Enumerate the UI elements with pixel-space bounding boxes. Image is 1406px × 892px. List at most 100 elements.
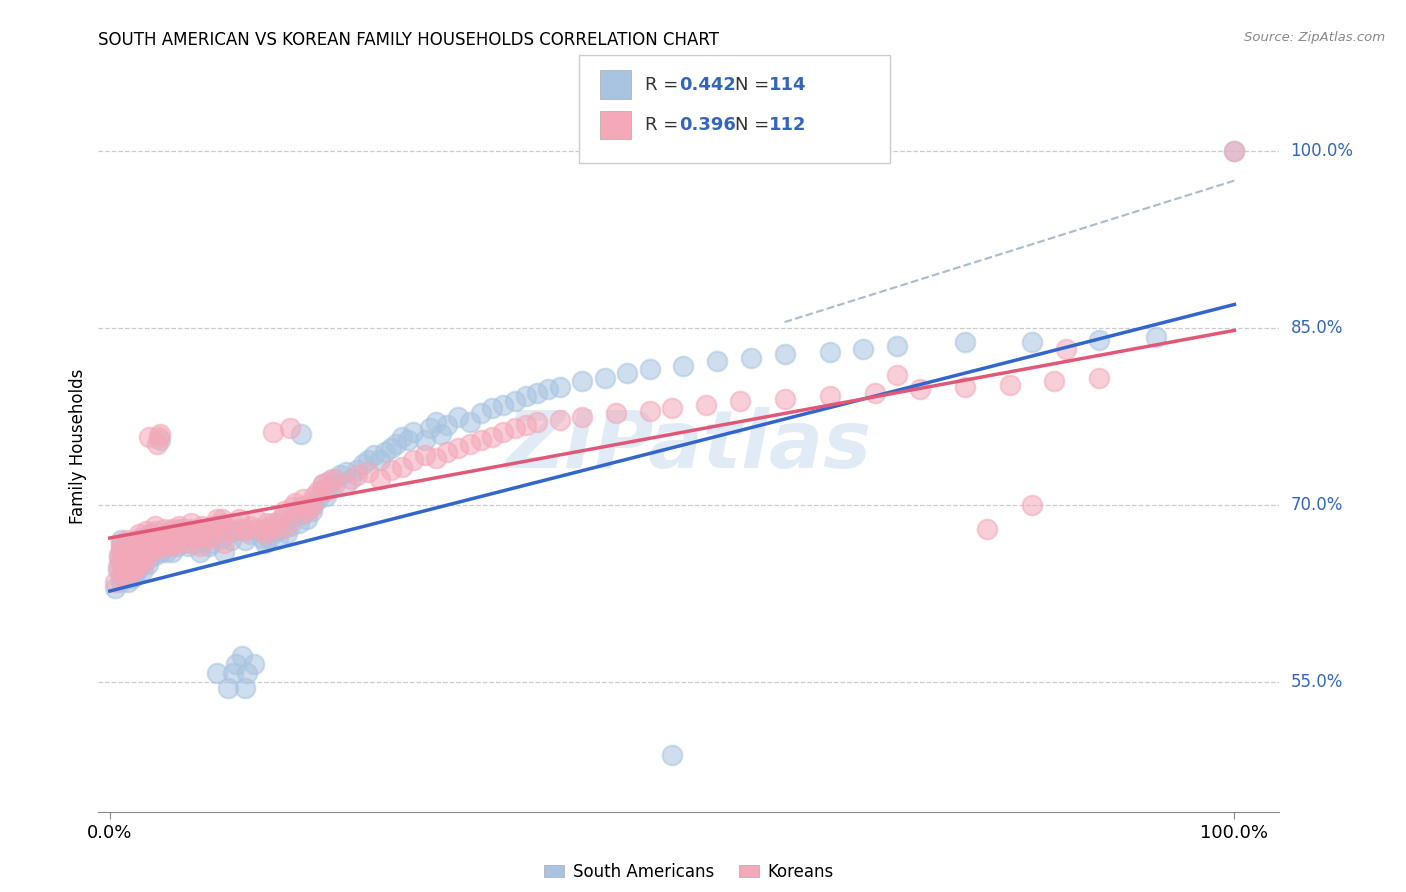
Point [172,531,194,545]
Point [346,468,368,483]
Point [233,681,256,695]
Point [136,548,159,562]
Point [222,516,245,530]
Point [312,476,335,491]
Point [402,453,425,467]
Point [329,468,352,483]
Point [318,475,340,489]
Point [287,516,309,530]
Point [183,531,205,545]
Point [295,504,318,518]
Point [160,545,183,559]
Point [191,519,214,533]
Point [121,571,143,585]
Point [281,509,304,524]
Point [128,527,150,541]
Point [264,516,287,530]
Point [290,500,312,515]
Point [503,394,526,409]
Point [132,563,155,577]
Point [197,539,219,553]
Point [150,545,173,559]
Point [125,545,148,559]
Point [124,557,146,571]
Text: ZIPatlas: ZIPatlas [506,407,872,485]
Point [143,519,166,533]
Point [110,555,132,569]
Point [125,539,148,553]
Point [157,535,180,549]
Point [172,535,194,549]
Point [121,557,143,571]
Point [430,427,453,442]
Legend: South Americans, Koreans: South Americans, Koreans [537,856,841,888]
Point [138,542,160,557]
Point [270,512,292,526]
Point [211,531,233,545]
Point [135,524,157,538]
Point [374,445,396,459]
Point [194,531,217,545]
Point [425,416,447,430]
Point [200,527,222,541]
Point [169,522,191,536]
Point [205,665,228,680]
Point [290,427,312,442]
Point [183,527,205,541]
Point [205,512,228,526]
Point [202,519,225,533]
Point [143,542,166,557]
Point [323,472,346,486]
Point [143,531,166,545]
Point [138,527,160,541]
Point [281,500,304,515]
Point [186,535,208,549]
Point [953,380,976,394]
Point [152,531,174,545]
Point [515,389,537,403]
Point [447,442,470,456]
Point [205,522,228,536]
Point [309,483,332,498]
Point [112,555,135,569]
Point [571,374,593,388]
Point [160,539,183,553]
Point [188,545,211,559]
Point [458,416,481,430]
Point [138,539,160,553]
Point [740,351,762,365]
Point [166,539,188,553]
Point [605,406,627,420]
Point [118,545,141,559]
Point [149,433,172,447]
Point [200,535,222,549]
Point [298,500,321,515]
Point [177,527,200,541]
Point [214,545,236,559]
Point [228,512,250,526]
Point [391,460,413,475]
Point [818,344,841,359]
Point [135,539,157,553]
Point [155,539,177,553]
Point [380,442,402,456]
Point [211,516,233,530]
Point [132,533,155,548]
Point [276,519,298,533]
Point [174,531,197,545]
Point [363,449,385,463]
Point [166,527,188,541]
Point [284,504,307,518]
Point [526,385,548,400]
Point [127,545,149,559]
Point [155,545,177,559]
Point [292,508,315,522]
Point [233,522,256,536]
Point [1144,330,1167,344]
Point [250,522,273,536]
Point [256,522,278,536]
Point [998,377,1021,392]
Point [225,657,247,672]
Point [128,531,150,545]
Point [278,421,301,435]
